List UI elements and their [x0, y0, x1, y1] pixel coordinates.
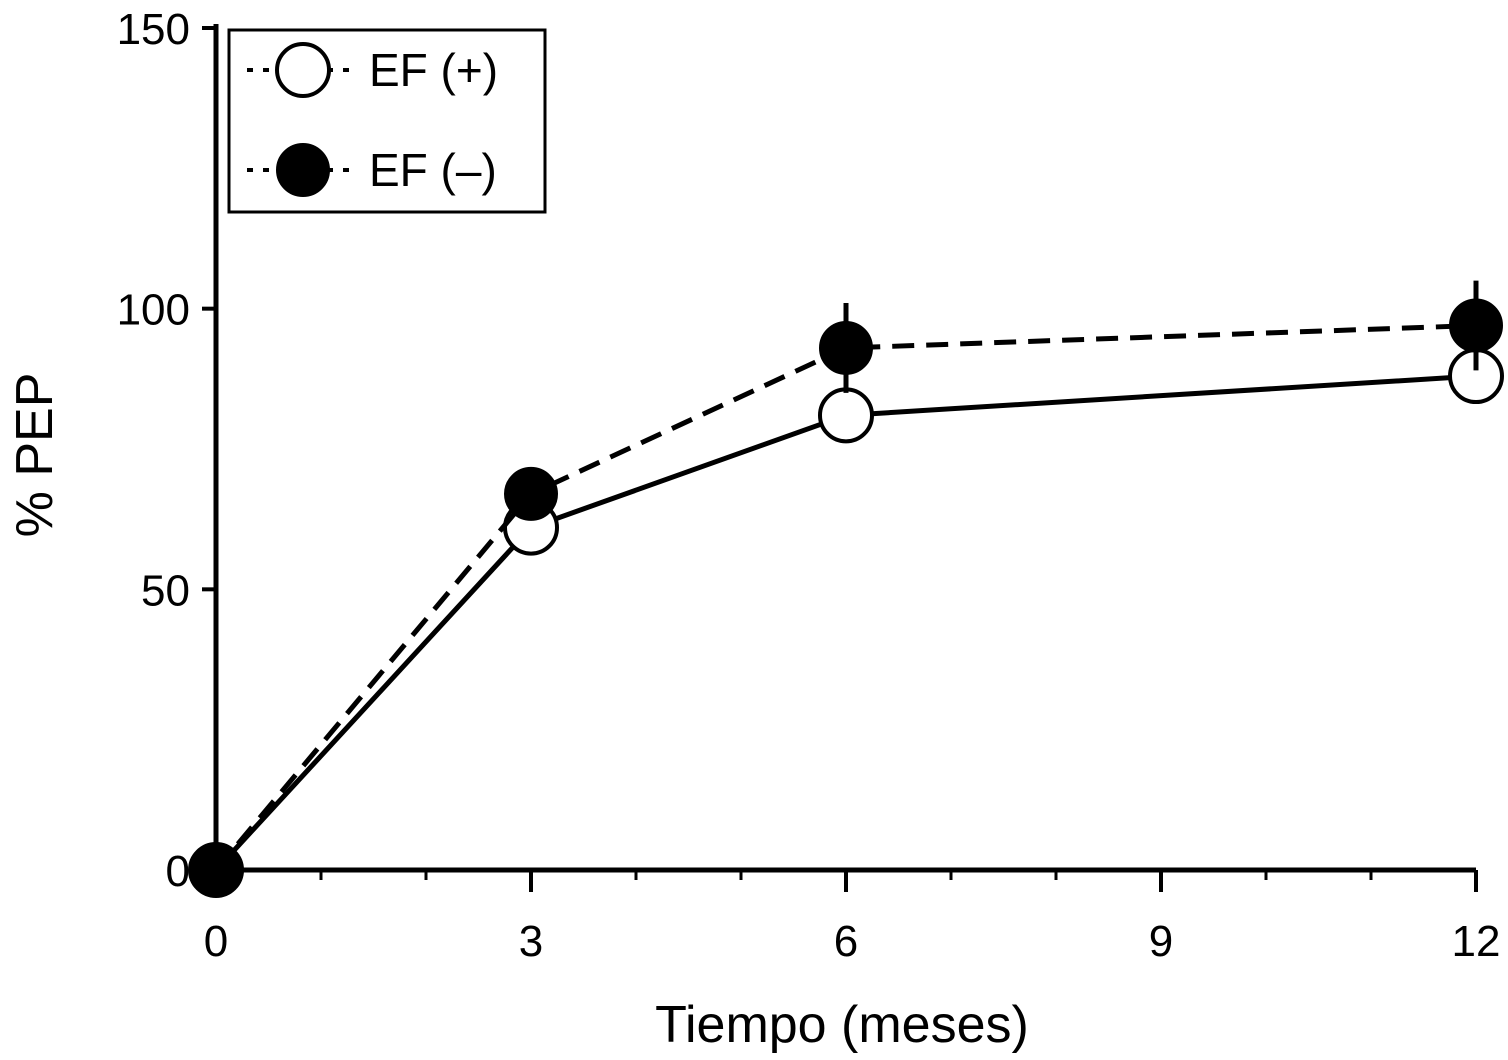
series-2	[189, 280, 1503, 897]
x-tick-label: 6	[834, 917, 858, 966]
legend: EF (+) EF (–)	[227, 28, 547, 214]
y-tick-label: 0	[166, 847, 190, 896]
y-axis-label: % PEP	[6, 373, 64, 538]
series-line	[214, 323, 1477, 872]
legend-label: EF (–)	[369, 144, 497, 196]
x-tick-label: 12	[1452, 917, 1501, 966]
series-1	[188, 348, 1504, 898]
series-group	[188, 280, 1504, 898]
data-point	[819, 320, 873, 375]
legend-item: EF (–)	[247, 143, 497, 197]
legend-item: EF (+)	[247, 42, 498, 98]
y-tick-label: 150	[117, 5, 190, 54]
legend-marker	[275, 42, 331, 98]
series-line	[214, 373, 1477, 872]
data-point	[189, 843, 243, 897]
data-point	[1449, 298, 1503, 353]
y-tick-label: 100	[117, 286, 190, 335]
legend-marker	[276, 143, 330, 197]
axes: 0 50 100 150 0 3 6 9 12 Tiempo (meses) % PEP	[6, 5, 1500, 1054]
x-tick-label: 9	[1149, 917, 1173, 966]
x-tick-label: 3	[519, 917, 543, 966]
x-tick-label: 0	[204, 917, 228, 966]
y-tick-label: 50	[141, 566, 190, 615]
legend-label: EF (+)	[369, 44, 498, 96]
x-axis-label: Tiempo (meses)	[655, 996, 1029, 1054]
data-point	[818, 387, 874, 444]
data-point	[504, 466, 558, 521]
